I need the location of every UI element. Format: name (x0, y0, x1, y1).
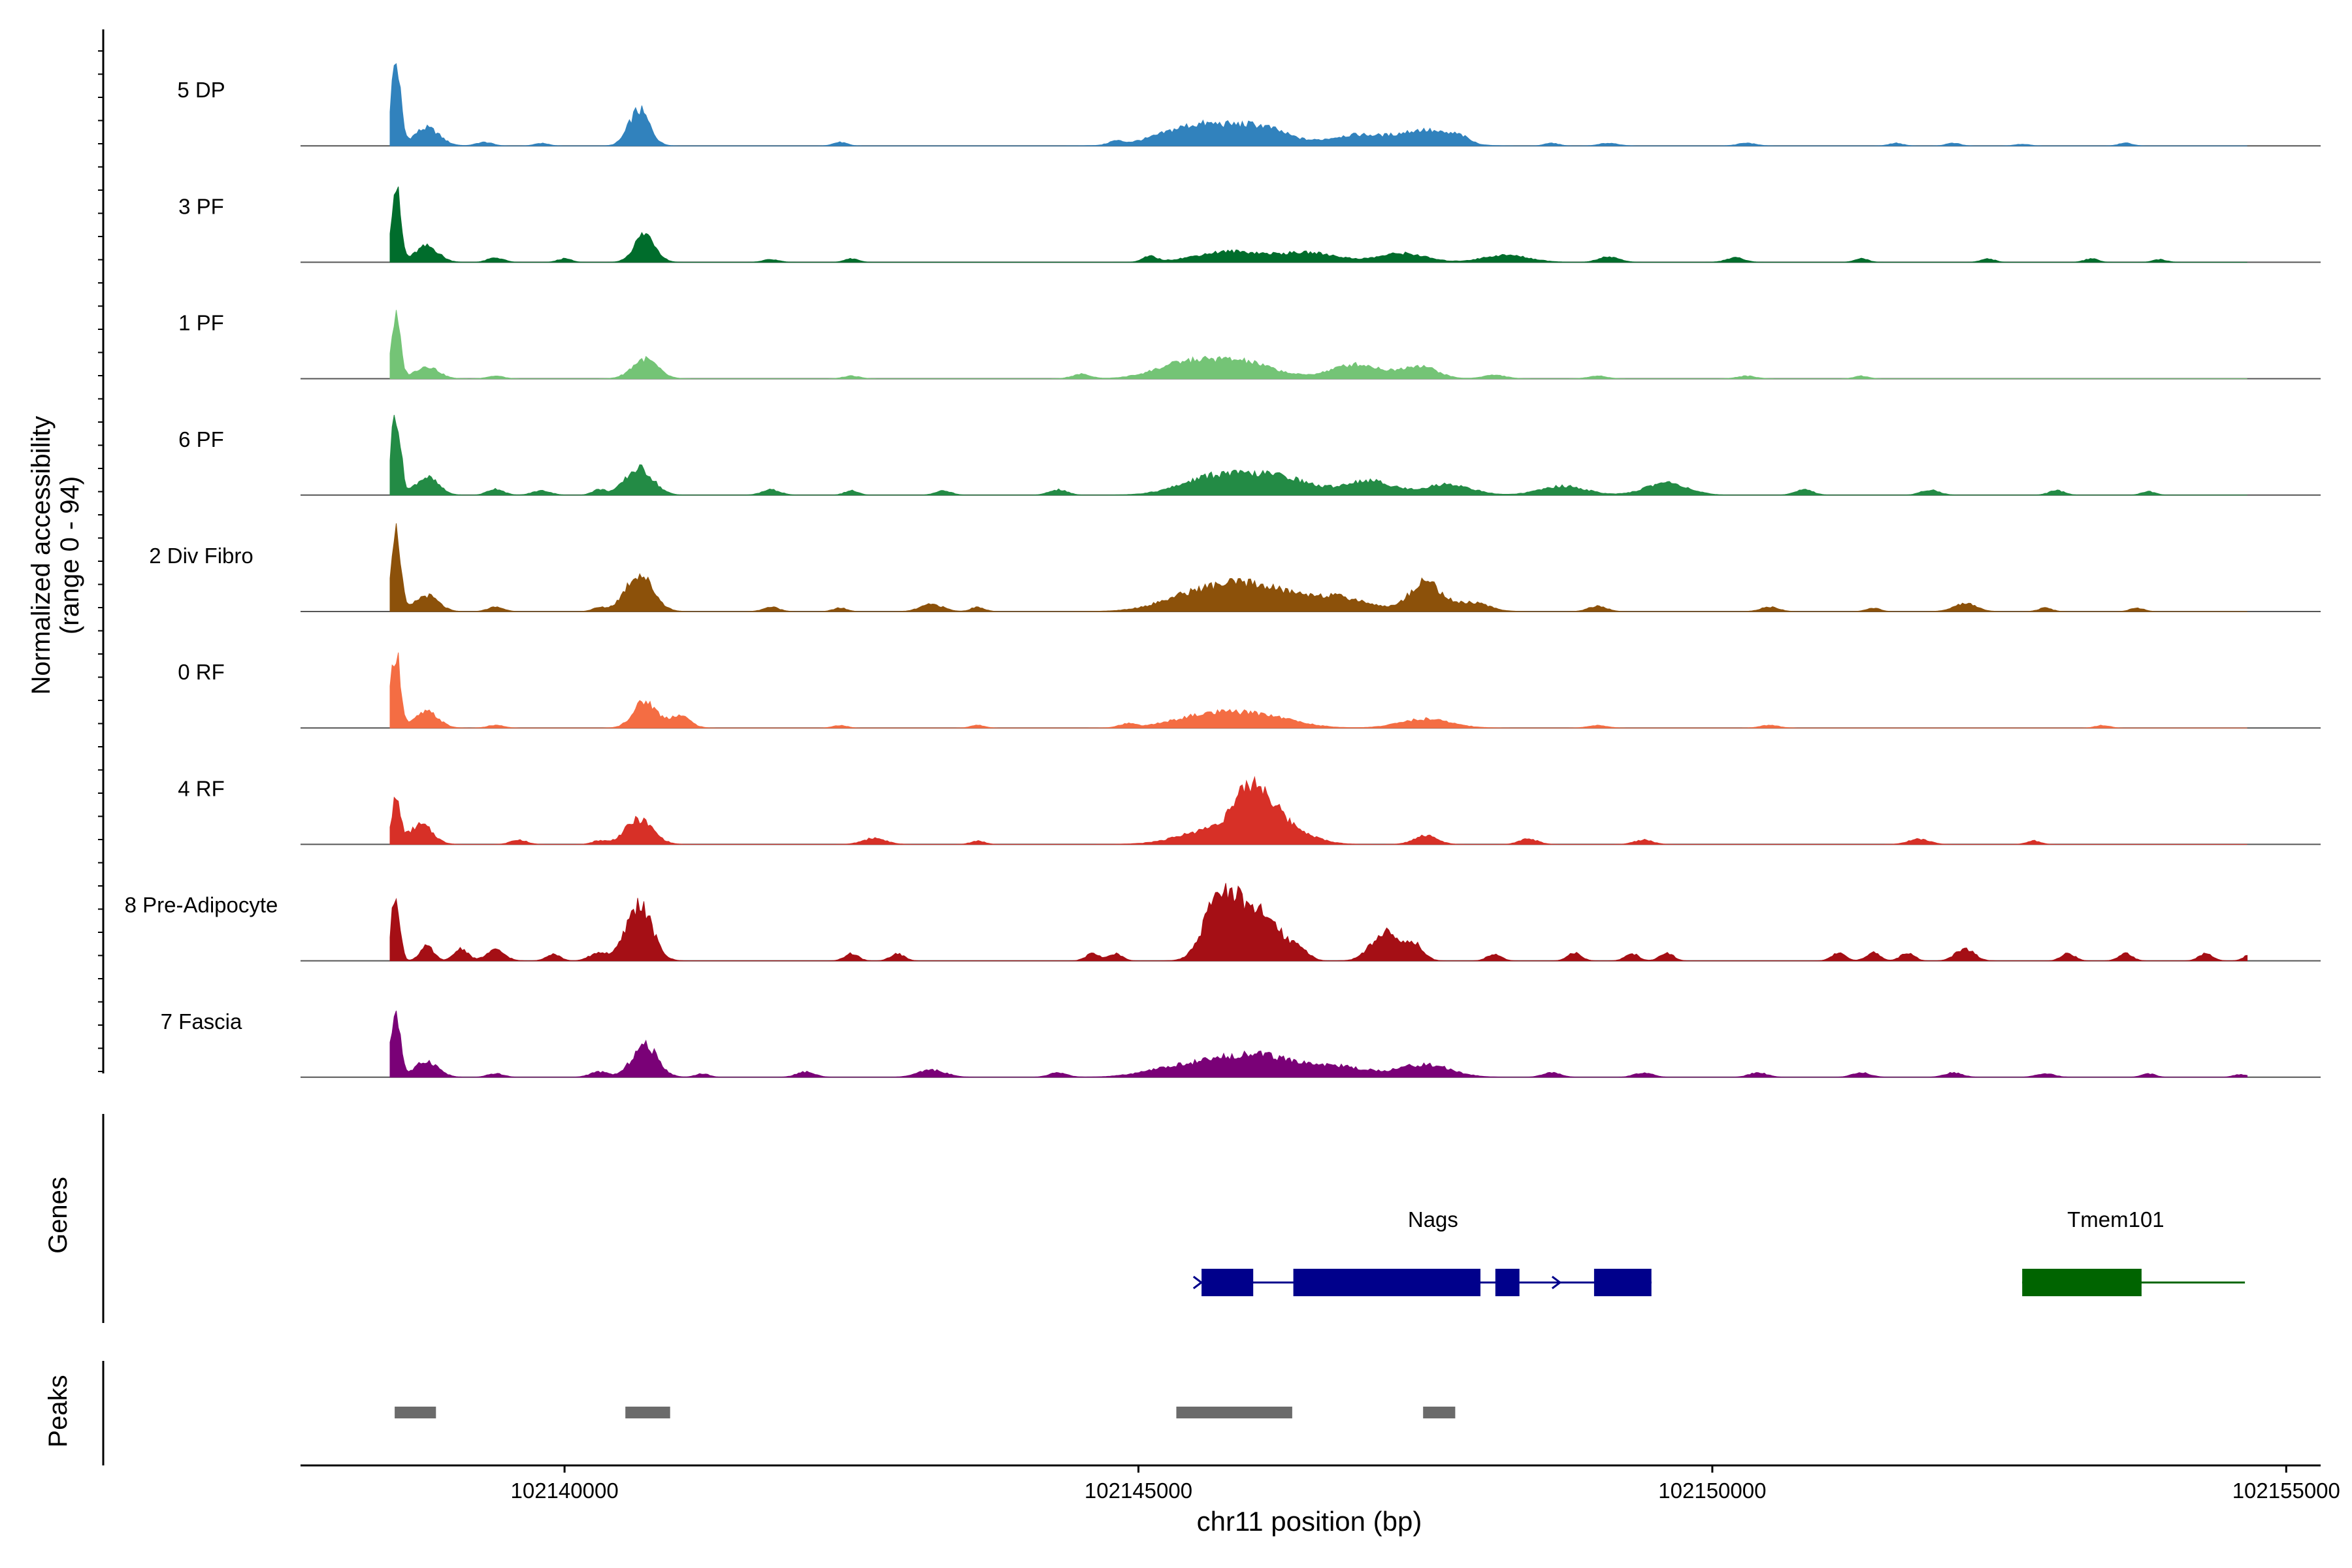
strand-arrow (1192, 1275, 1203, 1290)
coverage-area (389, 310, 2247, 380)
peaks-panel-title: Peaks (44, 1375, 73, 1447)
track-label: 3 PF (178, 194, 224, 218)
peak-region-bar (1176, 1407, 1292, 1418)
strand-arrow (1551, 1275, 1562, 1290)
gene-name-label: Nags (1408, 1207, 1458, 1232)
gene-exon (1495, 1269, 1520, 1296)
track-label: 8 Pre-Adipocyte (125, 893, 278, 917)
gene-exon (2022, 1269, 2142, 1296)
coverage-area (389, 63, 2247, 146)
track-7-fascia: 7 Fascia (161, 1009, 2321, 1078)
x-tick-label: 102145000 (1085, 1478, 1192, 1503)
track-8-pre-adipocyte: 8 Pre-Adipocyte (125, 883, 2321, 962)
y-axis-title: Normalized accessibility (27, 416, 56, 695)
track-label: 1 PF (178, 311, 224, 335)
coverage-area (389, 652, 2247, 728)
track-5-dp: 5 DP (177, 63, 2321, 147)
track-label: 5 DP (177, 78, 225, 102)
track-2-div-fibro: 2 Div Fibro (149, 523, 2321, 612)
gene-annotation-panel: Nags Tmem101 (1192, 1207, 2246, 1296)
peak-region-bar (1423, 1407, 1456, 1418)
track-3-pf: 3 PF (178, 186, 2321, 263)
y-axis-range-label: (range 0 - 94) (56, 476, 84, 634)
track-label: 2 Div Fibro (149, 544, 253, 568)
x-axis-ticks: 102140000 102145000 102150000 102155000 (511, 1465, 2340, 1503)
track-1-pf: 1 PF (178, 310, 2321, 380)
x-tick-label: 102140000 (511, 1478, 619, 1503)
gene-nags: Nags (1192, 1207, 1652, 1296)
peaks-panel (395, 1407, 1456, 1418)
coverage-area (389, 523, 2247, 612)
gene-exon (1593, 1269, 1652, 1296)
gene-tmem101: Tmem101 (2022, 1207, 2246, 1296)
coverage-area (389, 776, 2247, 845)
track-label: 6 PF (178, 427, 224, 451)
x-tick-label: 102155000 (2232, 1478, 2340, 1503)
gene-name-label: Tmem101 (2067, 1207, 2164, 1232)
y-axis-minor-ticks (98, 50, 103, 1072)
track-label: 4 RF (178, 776, 225, 800)
track-label: 0 RF (178, 660, 225, 684)
coverage-area (389, 1010, 2248, 1078)
genes-panel-title: Genes (44, 1177, 73, 1254)
coverage-area (389, 186, 2247, 263)
x-axis-title: chr11 position (bp) (1197, 1506, 1422, 1537)
coverage-area (389, 883, 2248, 962)
gene-exon (1293, 1269, 1480, 1296)
track-label: 7 Fascia (161, 1009, 242, 1034)
x-tick-label: 102150000 (1658, 1478, 1766, 1503)
coverage-area (389, 415, 2247, 496)
track-4-rf: 4 RF (178, 776, 2321, 845)
gene-exon (1201, 1269, 1254, 1296)
track-0-rf: 0 RF (178, 652, 2321, 729)
track-6-pf: 6 PF (178, 415, 2321, 496)
peak-region-bar (625, 1407, 670, 1418)
peak-region-bar (395, 1407, 436, 1418)
coverage-tracks: 5 DP 3 PF 1 PF 6 PF 2 Div Fibro 0 RF 4 RF 8 Pre… (125, 63, 2321, 1078)
